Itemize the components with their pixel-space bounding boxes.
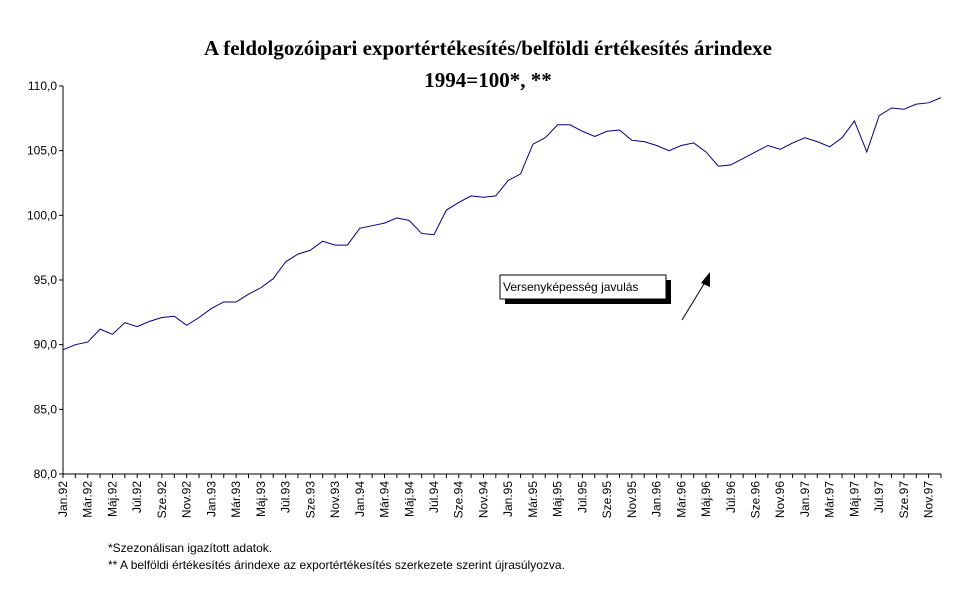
x-tick-label: Máj.94: [402, 481, 416, 517]
x-tick-label: Nov.92: [180, 481, 194, 518]
x-tick-label: Jan.96: [650, 481, 664, 517]
arrow-head: [701, 272, 710, 287]
x-tick-label: Júl.97: [872, 481, 886, 513]
x-tick-label: Már.97: [823, 481, 837, 518]
y-tick-label: 110,0: [28, 79, 57, 93]
x-tick-label: Nov.96: [773, 481, 787, 518]
series-line: [62, 97, 942, 351]
x-tick-label: Nov.95: [625, 481, 639, 518]
chart-subtitle: 1994=100*, **: [424, 68, 551, 92]
annotation-box-frame: [499, 274, 667, 300]
x-tick-label: Sze.95: [600, 481, 614, 519]
x-tick-label: Jan.93: [204, 481, 218, 517]
x-tick-label: Sze.97: [897, 481, 911, 519]
x-tick-label: Nov.94: [476, 481, 490, 518]
x-tick-label: Sze.92: [155, 481, 169, 519]
x-tick-label: Már.96: [674, 481, 688, 518]
x-tick-label: Júl.93: [279, 481, 293, 513]
x-tick-label: Már.92: [81, 481, 95, 518]
x-tick-label: Nov.97: [922, 481, 936, 518]
x-tick-label: Jan.94: [353, 481, 367, 517]
x-tick-label: Máj.93: [254, 481, 268, 517]
x-tick-label: Júl.94: [427, 481, 441, 513]
y-tick-label: 85,0: [34, 402, 58, 416]
x-tick-label: Máj.95: [551, 481, 565, 517]
x-tick-label: Máj.96: [699, 481, 713, 517]
x-tick-label: Sze.96: [749, 481, 763, 519]
y-tick-label: 105,0: [27, 144, 57, 158]
x-tick-label: Már.93: [229, 481, 243, 518]
x-tick-label: Jan.97: [798, 481, 812, 517]
y-tick-label: 80,0: [34, 467, 58, 481]
x-tick-label: Már.94: [378, 481, 392, 518]
arrow-shaft: [681, 278, 708, 321]
y-tick-label: 95,0: [34, 273, 58, 287]
chart-title: A feldolgozóipari exportértékesítés/belf…: [204, 36, 772, 60]
footnote-1: *Szezonálisan igazított adatok.: [108, 541, 272, 555]
y-tick-label: 90,0: [34, 338, 58, 352]
x-tick-label: Júl.96: [724, 481, 738, 513]
x-tick-label: Máj.97: [847, 481, 861, 517]
x-tick-label: Már.95: [526, 481, 540, 518]
x-tick-label: Nov.93: [328, 481, 342, 518]
x-tick-label: Máj.92: [105, 481, 119, 517]
annotation-arrow: [681, 272, 710, 321]
y-tick-label: 100,0: [27, 208, 57, 222]
x-tick-label: Sze.93: [303, 481, 317, 519]
x-tick-label: Júl.95: [575, 481, 589, 513]
annotation-box: Versenyképesség javulás: [499, 274, 671, 304]
x-tick-label: Júl.92: [130, 481, 144, 513]
footnote-2: ** A belföldi értékesítés árindexe az ex…: [108, 558, 565, 572]
annotation-label: Versenyképesség javulás: [503, 280, 638, 294]
x-tick-label: Sze.94: [452, 481, 466, 519]
x-tick-label: Jan.95: [501, 481, 515, 517]
x-tick-label: Jan.92: [56, 481, 70, 517]
